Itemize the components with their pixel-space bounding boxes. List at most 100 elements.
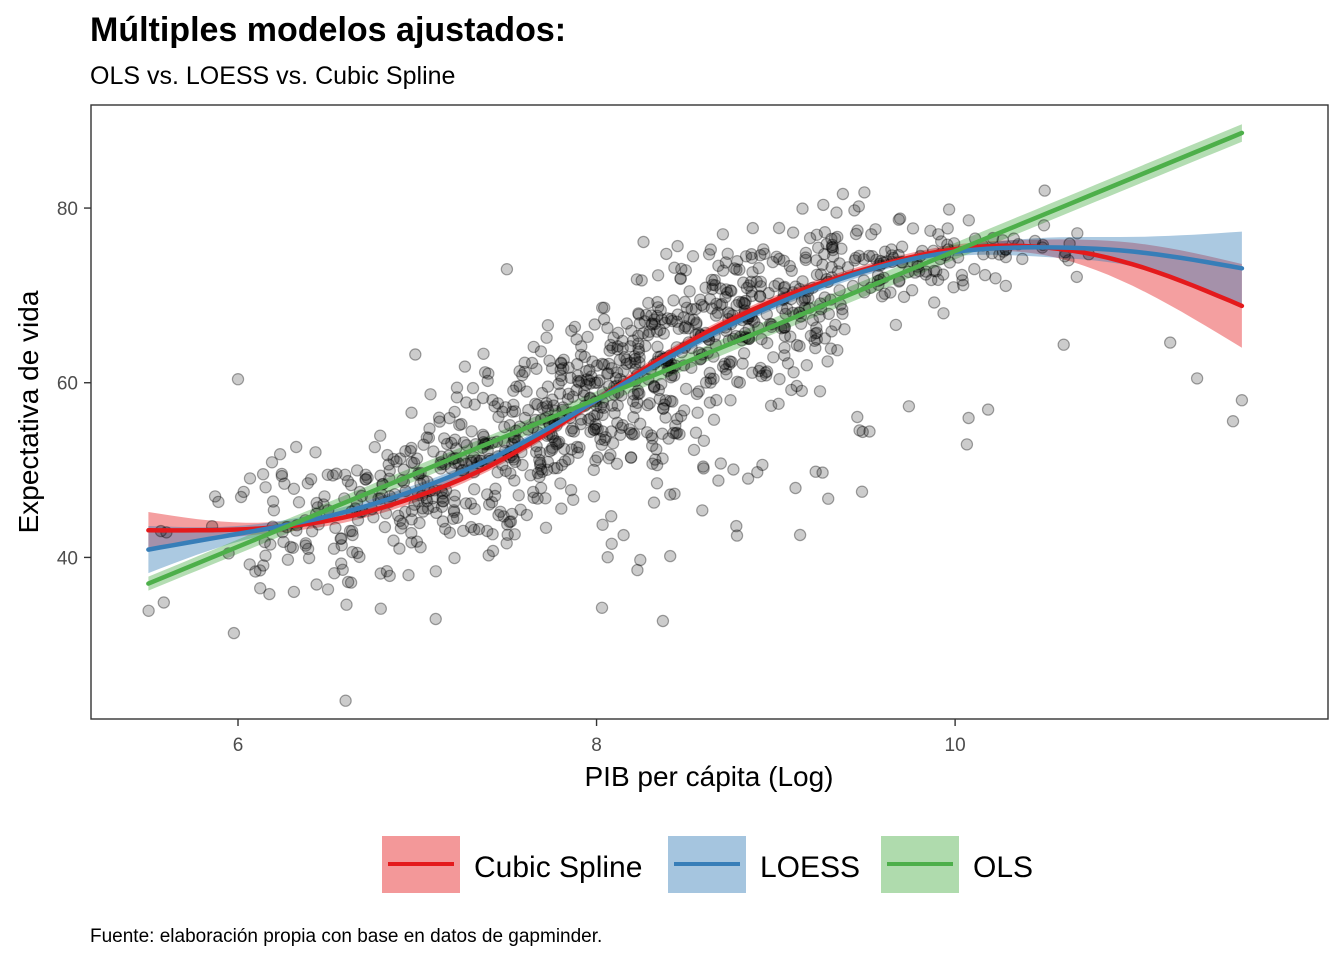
data-point	[754, 248, 767, 262]
data-point	[457, 436, 471, 449]
data-point	[440, 437, 454, 451]
data-point	[656, 452, 669, 465]
data-point	[481, 524, 494, 538]
data-point	[657, 327, 671, 340]
data-point	[629, 401, 642, 414]
data-point	[651, 301, 665, 314]
data-point	[750, 275, 763, 288]
data-point	[836, 307, 849, 320]
data-point	[531, 492, 544, 505]
data-point	[730, 519, 743, 533]
data-point	[380, 565, 394, 578]
data-point	[799, 251, 812, 264]
data-point	[957, 278, 970, 292]
data-point	[287, 482, 301, 495]
data-point	[761, 336, 774, 350]
data-point	[720, 367, 733, 381]
data-point	[709, 279, 722, 292]
data-point	[392, 509, 405, 522]
data-point	[631, 384, 645, 397]
data-point	[820, 237, 833, 251]
data-point	[680, 301, 694, 314]
data-point	[557, 353, 570, 366]
data-point	[627, 388, 641, 401]
data-point	[374, 429, 387, 442]
data-point	[816, 258, 829, 271]
data-point	[555, 458, 569, 472]
data-point	[784, 330, 797, 343]
data-point	[264, 538, 277, 551]
data-point	[453, 418, 466, 432]
data-point	[565, 324, 578, 337]
data-point	[539, 492, 552, 505]
data-point	[618, 351, 631, 364]
data-point	[664, 549, 677, 563]
data-point	[648, 313, 661, 326]
data-point	[595, 357, 609, 371]
data-point	[447, 505, 461, 519]
data-point	[656, 614, 670, 628]
data-point	[935, 235, 948, 248]
data-point	[571, 374, 585, 388]
data-point	[611, 399, 624, 412]
data-point	[626, 334, 640, 347]
data-point	[558, 442, 571, 456]
data-point	[648, 380, 661, 393]
legend-label-ols: OLS	[973, 851, 1033, 884]
data-point	[256, 468, 270, 481]
data-point	[655, 377, 668, 391]
data-point	[455, 417, 468, 431]
data-point	[924, 224, 937, 237]
data-point	[606, 437, 620, 450]
data-point	[321, 583, 335, 596]
data-point	[809, 341, 822, 355]
data-point	[682, 322, 695, 335]
data-point	[286, 541, 300, 555]
data-point	[778, 349, 791, 362]
data-point	[472, 522, 486, 536]
data-point	[790, 379, 804, 393]
data-point	[299, 537, 312, 550]
data-point	[436, 491, 449, 504]
data-point	[339, 694, 352, 707]
data-point	[413, 516, 426, 530]
data-point	[786, 226, 800, 239]
data-point	[421, 502, 435, 515]
data-point	[353, 550, 366, 564]
data-point	[378, 520, 392, 534]
data-point	[571, 357, 584, 371]
data-point	[853, 249, 866, 263]
data-point	[857, 253, 870, 266]
data-point	[468, 502, 481, 516]
data-point	[405, 441, 418, 455]
data-point	[516, 369, 529, 382]
data-point	[433, 415, 446, 428]
data-point	[586, 355, 599, 368]
data-point	[752, 261, 765, 275]
data-point	[766, 255, 780, 269]
data-point	[429, 612, 442, 626]
data-point	[683, 285, 696, 298]
data-point	[931, 273, 945, 287]
data-point	[422, 431, 436, 444]
data-point	[704, 376, 717, 389]
data-point	[591, 376, 604, 389]
data-point	[699, 281, 712, 294]
data-point	[589, 422, 603, 435]
data-point	[630, 273, 644, 286]
data-point	[1057, 338, 1070, 351]
data-point	[721, 306, 735, 319]
data-point	[336, 563, 349, 577]
data-point	[383, 464, 396, 477]
data-point	[518, 356, 531, 369]
data-point	[482, 367, 495, 380]
data-point	[878, 245, 892, 258]
data-point	[671, 412, 684, 426]
data-point	[919, 268, 933, 281]
data-point	[633, 356, 646, 369]
data-point	[394, 452, 407, 465]
data-point	[423, 422, 436, 435]
data-point	[580, 373, 594, 386]
data-point	[602, 452, 616, 465]
data-point	[678, 321, 691, 335]
